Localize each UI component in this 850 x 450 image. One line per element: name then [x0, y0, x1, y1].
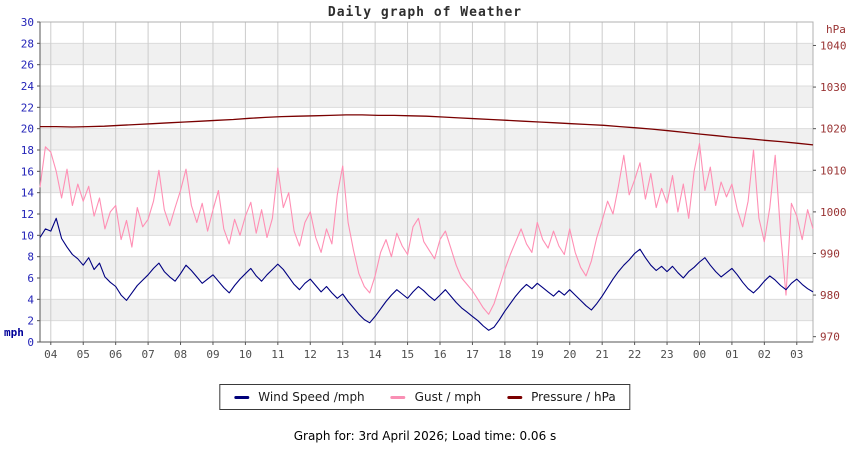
x-tick-label: 23	[660, 348, 673, 361]
y-right-tick-label: 970	[820, 331, 840, 344]
y-left-tick-label: 30	[21, 16, 34, 29]
legend-item-label: Pressure / hPa	[531, 390, 616, 404]
x-tick-label: 09	[206, 348, 219, 361]
pressure-legend-swatch	[507, 395, 523, 399]
x-tick-label: 21	[596, 348, 609, 361]
x-tick-label: 05	[77, 348, 90, 361]
x-tick-label: 13	[336, 348, 349, 361]
legend-item-pressure: Pressure / hPa	[507, 390, 616, 404]
y-right-tick-label: 1030	[820, 81, 847, 94]
y-left-tick-label: 6	[27, 272, 34, 285]
y-left-tick-label: 14	[21, 187, 35, 200]
x-tick-label: 18	[498, 348, 511, 361]
gust-legend-swatch	[390, 395, 406, 399]
y-right-axis: 970 980 990 1000 1010 1020 1030 1040 hPa	[813, 23, 847, 344]
x-tick-label: 10	[239, 348, 252, 361]
x-tick-label: 15	[401, 348, 414, 361]
legend-item-wind-speed: Wind Speed /mph	[234, 390, 365, 404]
plot-bands	[40, 43, 813, 321]
x-tick-label: 12	[304, 348, 317, 361]
legend: Wind Speed /mph Gust / mph Pressure / hP…	[219, 384, 631, 410]
wind-speed-legend-swatch	[234, 395, 250, 399]
x-tick-label: 08	[174, 348, 187, 361]
chart-title: Daily graph of Weather	[327, 5, 523, 20]
y-right-tick-label: 1020	[820, 123, 847, 136]
x-tick-label: 00	[693, 348, 706, 361]
x-tick-label: 01	[725, 348, 738, 361]
y-right-tick-label: 1010	[820, 164, 847, 177]
x-tick-label: 04	[44, 348, 58, 361]
x-tick-label: 14	[369, 348, 383, 361]
y-left-tick-label: 18	[21, 144, 34, 157]
y-right-axis-title: hPa	[826, 23, 846, 36]
x-tick-label: 07	[141, 348, 154, 361]
x-tick-label: 11	[271, 348, 284, 361]
band	[40, 256, 813, 278]
band	[40, 43, 813, 65]
y-left-tick-label: 22	[21, 101, 34, 114]
band	[40, 214, 813, 236]
y-left-tick-label: 24	[21, 80, 35, 93]
vertical-gridlines	[50, 22, 798, 342]
x-tick-label: 17	[466, 348, 479, 361]
x-tick-label: 19	[531, 348, 544, 361]
x-tick-label: 22	[628, 348, 641, 361]
y-left-tick-label: 20	[21, 123, 34, 136]
y-right-tick-label: 1040	[820, 39, 847, 52]
legend-item-gust: Gust / mph	[390, 390, 482, 404]
y-left-tick-label: 28	[21, 37, 34, 50]
band	[40, 299, 813, 321]
y-left-tick-label: 26	[21, 59, 34, 72]
y-left-tick-label: 8	[27, 251, 34, 264]
legend-item-label: Gust / mph	[414, 390, 482, 404]
y-left-tick-label: 4	[27, 293, 34, 306]
y-left-axis-title: mph	[4, 326, 24, 339]
y-left-tick-label: 12	[21, 208, 34, 221]
band	[40, 86, 813, 108]
band	[40, 128, 813, 150]
gust-line	[39, 143, 814, 315]
y-left-tick-label: 0	[27, 336, 34, 349]
legend-item-label: Wind Speed /mph	[258, 390, 365, 404]
pressure-line	[40, 114, 814, 146]
y-left-tick-label: 10	[21, 229, 34, 242]
x-tick-label: 03	[790, 348, 803, 361]
x-tick-label: 16	[433, 348, 446, 361]
wind-speed-line	[39, 217, 814, 331]
x-tick-label: 20	[563, 348, 576, 361]
x-tick-label: 06	[109, 348, 122, 361]
y-left-tick-label: 2	[27, 315, 34, 328]
y-left-tick-label: 16	[21, 165, 34, 178]
graph-caption: Graph for: 3rd April 2026; Load time: 0.…	[293, 429, 557, 443]
x-tick-label: 02	[758, 348, 771, 361]
y-right-tick-label: 990	[820, 247, 840, 260]
x-axis: 04 05 06 07 08 09 10 11 12 13 14 15 16 17 18 19 20 21 22 23…	[44, 342, 803, 361]
y-right-tick-label: 1000	[820, 206, 847, 219]
y-right-tick-label: 980	[820, 289, 840, 302]
